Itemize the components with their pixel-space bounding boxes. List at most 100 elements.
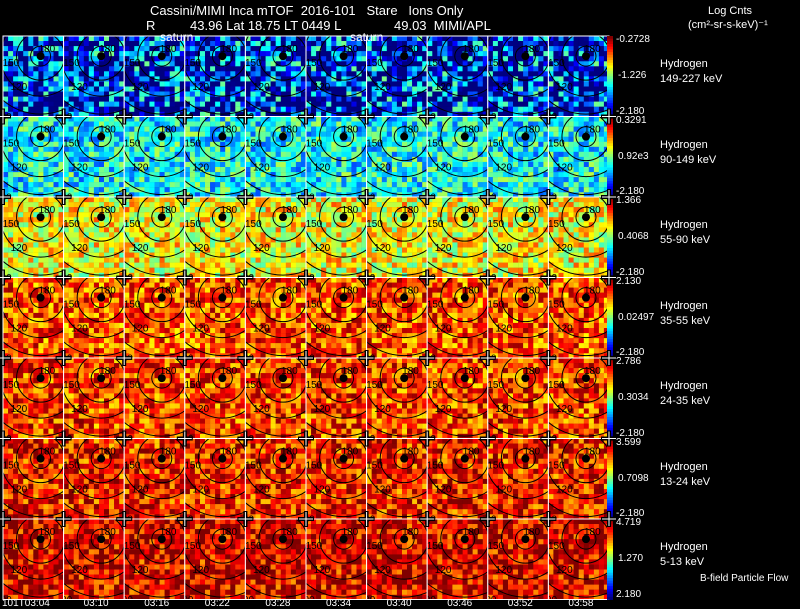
footer-note: B-field Particle Flow [700, 573, 789, 584]
contour-label: 150 [427, 461, 444, 472]
contour-label: 120 [495, 324, 512, 335]
instrument-line: 49.03 MIMI/APL [394, 18, 491, 33]
image-panel: 180 150 120 90 [548, 277, 610, 358]
contour-label: 90 [182, 595, 194, 606]
contour-label: 120 [374, 324, 391, 335]
image-panel: 180 150 120 90 [546, 116, 610, 204]
contour-label: 180 [402, 527, 419, 538]
contour-label: 90 [61, 273, 73, 284]
contour-label: 90 [546, 193, 558, 204]
contour-label: 90 [122, 595, 134, 606]
contour-label: 90 [364, 434, 376, 445]
image-panel: 180 150 120 90 [546, 519, 610, 606]
image-panel: 180 150 120 90 [427, 277, 488, 358]
contour-label: 90 [304, 354, 316, 365]
time-label: 03:46 [447, 598, 473, 609]
image-panel: 180 150 120 90 [304, 197, 367, 284]
contour-label: 180 [342, 205, 359, 216]
contour-label: 90 [243, 515, 255, 526]
contour-label: 150 [487, 541, 504, 552]
image-panel: 180 150 120 90 [487, 519, 549, 600]
contour-label: 180 [463, 205, 480, 216]
image-panel: 180 150 120 90 [1, 277, 64, 365]
contour-label: 180 [402, 366, 419, 377]
contour-label: 180 [402, 447, 419, 458]
contour-label: 90 [1, 354, 13, 365]
contour-label: 150 [63, 58, 80, 69]
contour-label: 120 [253, 565, 270, 576]
image-panel: 180 150 120 90 [306, 116, 367, 197]
contour-label: 90 [304, 595, 316, 606]
image-panel: 180 150 120 90 [63, 438, 125, 519]
r-label: R [146, 18, 156, 33]
contour-label: 180 [342, 447, 359, 458]
image-panel: 180 150 120 90 [245, 36, 306, 117]
colorbar [607, 358, 613, 439]
image-panel: 180 150 120 90 [366, 197, 428, 278]
contour-label: 150 [366, 58, 383, 69]
energy-range-label: 35-55 keV [660, 314, 711, 327]
contour-label: 90 [304, 273, 316, 284]
colorbar-mid: 0.92e3 [618, 150, 649, 162]
image-panel: 180 150 120 90 [184, 438, 246, 519]
image-panel: 180 150 120 90 [427, 197, 488, 278]
contour-label: 120 [11, 243, 28, 254]
colorbar-min: -2.180 [616, 347, 645, 358]
contour-label: 90 [243, 595, 255, 606]
contour-label: 180 [281, 205, 298, 216]
time-label: 03:10 [83, 598, 109, 609]
contour-label: 150 [124, 461, 141, 472]
contour-label: 180 [160, 447, 177, 458]
contour-label: 150 [245, 58, 262, 69]
contour-label: 120 [71, 404, 88, 415]
energy-range-label: 90-149 keV [660, 153, 717, 166]
contour-label: 90 [425, 515, 437, 526]
contour-label: 180 [402, 205, 419, 216]
contour-label: 120 [71, 324, 88, 335]
contour-label: 90 [182, 434, 194, 445]
contour-label: 90 [364, 354, 376, 365]
contour-label: 180 [523, 527, 540, 538]
contour-label: 120 [192, 404, 209, 415]
contour-label: 90 [243, 434, 255, 445]
contour-label: 150 [548, 541, 565, 552]
contour-label: 120 [314, 324, 331, 335]
contour-label: 150 [184, 139, 201, 150]
contour-label: 120 [192, 163, 209, 174]
contour-label: 180 [402, 44, 419, 55]
contour-label: 90 [364, 112, 376, 123]
contour-label: 120 [495, 485, 512, 496]
contour-label: 150 [124, 219, 141, 230]
contour-label: 180 [39, 286, 56, 297]
contour-label: 180 [220, 44, 237, 55]
contour-label: 90 [304, 515, 316, 526]
contour-label: 120 [192, 243, 209, 254]
position-line: 43.96 Lat 18.75 LT 0449 L [190, 18, 342, 33]
image-panel: 180 150 120 90 [3, 116, 64, 197]
contour-label: 90 [485, 515, 497, 526]
contour-label: 180 [523, 44, 540, 55]
colorbar [607, 116, 613, 198]
contour-label: 180 [281, 286, 298, 297]
species-label: Hydrogen [660, 541, 708, 553]
image-panel: 180 150 120 90 [61, 197, 125, 284]
contour-label: 90 [61, 112, 73, 123]
contour-label: 120 [11, 163, 28, 174]
image-panel: 180 150 120 90 [3, 358, 64, 439]
species-label: Hydrogen [660, 219, 708, 231]
contour-label: 150 [548, 461, 565, 472]
contour-label: 180 [463, 125, 480, 136]
contour-label: 90 [364, 193, 376, 204]
contour-label: 90 [546, 595, 558, 606]
contour-label: 180 [281, 44, 298, 55]
image-panel: 180 150 120 90 [304, 438, 367, 526]
contour-label: 180 [584, 447, 601, 458]
contour-label: 180 [463, 44, 480, 55]
contour-label: 180 [584, 286, 601, 297]
energy-range-label: 55-90 keV [660, 234, 711, 246]
image-panel: 180 150 120 90 [548, 438, 610, 519]
contour-label: 120 [495, 565, 512, 576]
image-panel: 180 150 120 90 [184, 116, 246, 197]
contour-label: 180 [584, 125, 601, 136]
contour-label: 120 [374, 82, 391, 93]
